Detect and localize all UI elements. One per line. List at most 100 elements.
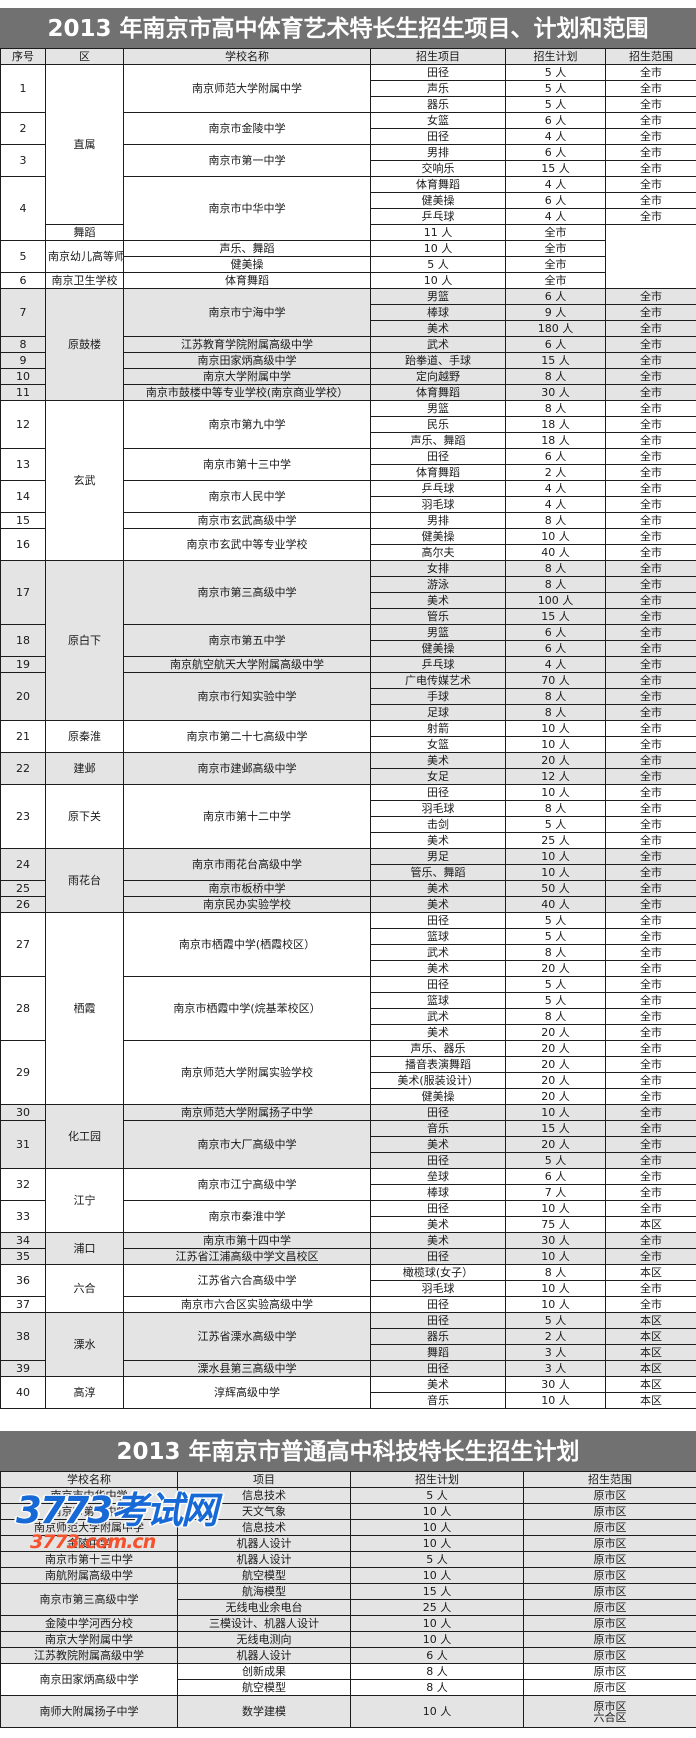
cell-scope: 全市 [606,529,696,545]
cell-scope: 全市 [606,65,696,81]
cell-scope: 原市区 [524,1568,696,1584]
cell-scope: 全市 [506,273,606,289]
cell-item: 健美操 [371,193,506,209]
cell-plan: 8 人 [351,1680,524,1696]
cell-plan: 10 人 [506,865,606,881]
cell-plan: 18 人 [506,417,606,433]
cell-scope: 全市 [606,849,696,865]
cell-scope: 原市区 [524,1584,696,1600]
cell-item: 机器人设计 [178,1552,351,1568]
cell-plan: 30 人 [506,385,606,401]
cell-plan: 6 人 [351,1648,524,1664]
cell-plan: 6 人 [506,193,606,209]
cell-item: 机器人设计 [178,1648,351,1664]
cell-district: 原鼓楼 [46,289,124,401]
cell-school: 金陵中学 [1,1536,178,1552]
cell-scope: 全市 [606,865,696,881]
cell-item: 健美操 [371,529,506,545]
cell-district: 栖霞 [46,913,124,1105]
cell-scope: 全市 [606,481,696,497]
cell-school: 南京民办实验学校 [124,897,371,913]
cell-scope: 全市 [606,465,696,481]
col-header-scope: 招生范围 [606,49,696,65]
cell-plan: 20 人 [506,753,606,769]
cell-item: 田径 [371,1249,506,1265]
cell-no: 14 [1,481,46,513]
cell-scope: 全市 [606,961,696,977]
cell-plan: 10 人 [506,737,606,753]
cell-school: 南京市第十三中学 [124,449,371,481]
cell-scope: 本区 [606,1313,696,1329]
cell-no: 37 [1,1297,46,1313]
cell-item: 高尔夫 [371,545,506,561]
cell-item: 游泳 [371,577,506,593]
cell-district: 江宁 [46,1169,124,1233]
cell-plan: 10 人 [506,1105,606,1121]
cell-scope: 全市 [606,545,696,561]
cell-plan: 5 人 [506,993,606,1009]
cell-scope: 原市区 [524,1552,696,1568]
cell-scope: 全市 [606,161,696,177]
cell-plan: 20 人 [506,1057,606,1073]
cell-item: 航空模型 [178,1568,351,1584]
cell-no: 32 [1,1169,46,1201]
cell-scope: 原市区 [524,1600,696,1616]
cell-scope: 全市 [606,593,696,609]
cell-plan: 5 人 [506,97,606,113]
cell-scope: 全市 [606,1281,696,1297]
cell-school: 南京市第九中学 [124,401,371,449]
cell-scope: 原市区 [524,1680,696,1696]
cell-plan: 8 人 [506,1265,606,1281]
cell-scope: 原市区 [524,1648,696,1664]
cell-plan: 40 人 [506,545,606,561]
cell-item: 男足 [371,849,506,865]
tech-table-title: 2013 年南京市普通高中科技特长生招生计划 [0,1431,696,1471]
cell-item: 美术 [371,881,506,897]
cell-item: 田径 [371,913,506,929]
cell-item: 管乐 [371,609,506,625]
cell-scope: 全市 [606,321,696,337]
cell-scope: 原市区 [524,1488,696,1504]
cell-item: 管乐、舞蹈 [371,865,506,881]
cell-scope: 全市 [606,913,696,929]
cell-item: 击剑 [371,817,506,833]
cell-item: 舞蹈 [46,225,124,241]
cell-plan: 8 人 [506,689,606,705]
cell-plan: 4 人 [506,657,606,673]
cell-scope: 本区 [606,1377,696,1393]
col-header-school: 学校名称 [124,49,371,65]
cell-no: 35 [1,1249,46,1265]
cell-plan: 2 人 [506,465,606,481]
cell-scope: 全市 [606,1057,696,1073]
cell-item: 音乐 [371,1121,506,1137]
cell-district: 直属 [46,65,124,225]
cell-plan: 5 人 [506,1153,606,1169]
cell-plan: 3 人 [506,1361,606,1377]
cell-plan: 8 人 [506,561,606,577]
cell-plan: 15 人 [506,161,606,177]
cell-scope: 全市 [606,577,696,593]
cell-plan: 4 人 [506,497,606,513]
cell-school: 南京市玄武高级中学 [124,513,371,529]
cell-plan: 15 人 [351,1584,524,1600]
cell-district: 玄武 [46,401,124,561]
cell-item: 声乐 [371,81,506,97]
col-header-item: 招生项目 [371,49,506,65]
cell-school: 南京市行知实验中学 [124,673,371,721]
cell-plan: 8 人 [506,945,606,961]
cell-plan: 11 人 [371,225,506,241]
cell-plan: 10 人 [506,1393,606,1409]
cell-plan: 8 人 [506,801,606,817]
cell-plan: 10 人 [351,1536,524,1552]
cell-school: 淳辉高级中学 [124,1377,371,1409]
cell-no: 30 [1,1105,46,1121]
